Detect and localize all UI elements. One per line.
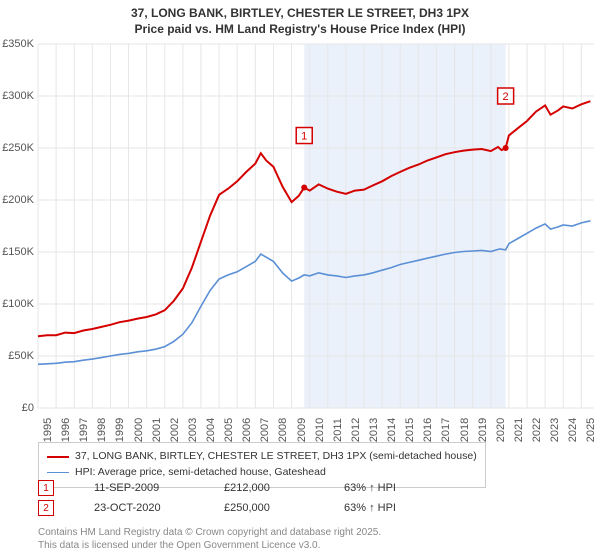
x-axis-tick: 2020 [491,418,507,442]
sale-row: 1 11-SEP-2009 £212,000 63% ↑ HPI [38,480,396,496]
x-axis-tick: 2025 [581,418,597,442]
x-axis-tick: 2010 [310,418,326,442]
x-axis-tick: 2024 [563,418,579,442]
x-axis-tick: 1998 [92,418,108,442]
y-axis-tick: £250K [2,142,38,154]
x-axis-tick: 2019 [473,418,489,442]
x-axis-tick: 1999 [110,418,126,442]
x-axis-tick: 2012 [346,418,362,442]
x-axis-tick: 2006 [237,418,253,442]
x-axis-tick: 2011 [328,418,344,442]
sales-list: 1 11-SEP-2009 £212,000 63% ↑ HPI 2 23-OCT-202… [38,480,396,520]
x-axis-tick: 1995 [38,418,54,442]
x-axis-tick: 2014 [382,418,398,442]
sale-delta: 63% ↑ HPI [344,482,396,494]
sale-date: 11-SEP-2009 [94,482,184,494]
footnote-line-2: This data is licensed under the Open Gov… [38,539,381,552]
x-axis-tick: 2009 [292,418,308,442]
y-axis-tick: £150K [2,246,38,258]
sale-delta: 63% ↑ HPI [344,502,396,514]
x-axis-tick: 2017 [436,418,452,442]
y-axis-tick: £300K [2,90,38,102]
x-axis-tick: 2013 [364,418,380,442]
chart-container: 37, LONG BANK, BIRTLEY, CHESTER LE STREE… [0,0,600,560]
x-axis-tick: 1997 [74,418,90,442]
chart-title: 37, LONG BANK, BIRTLEY, CHESTER LE STREE… [0,0,600,37]
title-line-1: 37, LONG BANK, BIRTLEY, CHESTER LE STREE… [0,6,600,22]
plot-area: 12£0£50K£100K£150K£200K£250K£300K£350K19… [38,44,594,408]
x-axis-tick: 2002 [165,418,181,442]
x-axis-tick: 2003 [183,418,199,442]
x-axis-tick: 2018 [455,418,471,442]
x-axis-tick: 2021 [509,418,525,442]
y-axis-tick: £100K [2,298,38,310]
x-axis-tick: 2023 [545,418,561,442]
y-axis-tick: £0 [22,402,38,414]
svg-text:1: 1 [301,131,307,143]
x-axis-tick: 2001 [147,418,163,442]
footnote-line-1: Contains HM Land Registry data © Crown c… [38,526,381,539]
x-axis-tick: 2004 [201,418,217,442]
legend-swatch [47,472,69,473]
x-axis-tick: 2022 [527,418,543,442]
x-axis-tick: 2000 [129,418,145,442]
y-axis-tick: £200K [2,194,38,206]
x-axis-tick: 1996 [56,418,72,442]
legend-swatch [47,456,69,458]
x-axis-tick: 2016 [418,418,434,442]
legend-item: 37, LONG BANK, BIRTLEY, CHESTER LE STREE… [47,449,477,465]
x-axis-tick: 2007 [255,418,271,442]
legend-label: 37, LONG BANK, BIRTLEY, CHESTER LE STREE… [75,449,477,465]
sale-marker: 2 [38,500,54,516]
sale-date: 23-OCT-2020 [94,502,184,514]
svg-text:2: 2 [503,91,509,103]
x-axis-tick: 2008 [273,418,289,442]
y-axis-tick: £350K [2,38,38,50]
x-axis-tick: 2015 [400,418,416,442]
x-axis-tick: 2005 [219,418,235,442]
footnote: Contains HM Land Registry data © Crown c… [38,526,381,552]
legend-item: HPI: Average price, semi-detached house,… [47,465,477,481]
sale-price: £250,000 [224,502,304,514]
sale-row: 2 23-OCT-2020 £250,000 63% ↑ HPI [38,500,396,516]
sale-price: £212,000 [224,482,304,494]
sale-marker: 1 [38,480,54,496]
title-line-2: Price paid vs. HM Land Registry's House … [0,22,600,38]
y-axis-tick: £50K [8,350,38,362]
legend-label: HPI: Average price, semi-detached house,… [75,465,326,481]
